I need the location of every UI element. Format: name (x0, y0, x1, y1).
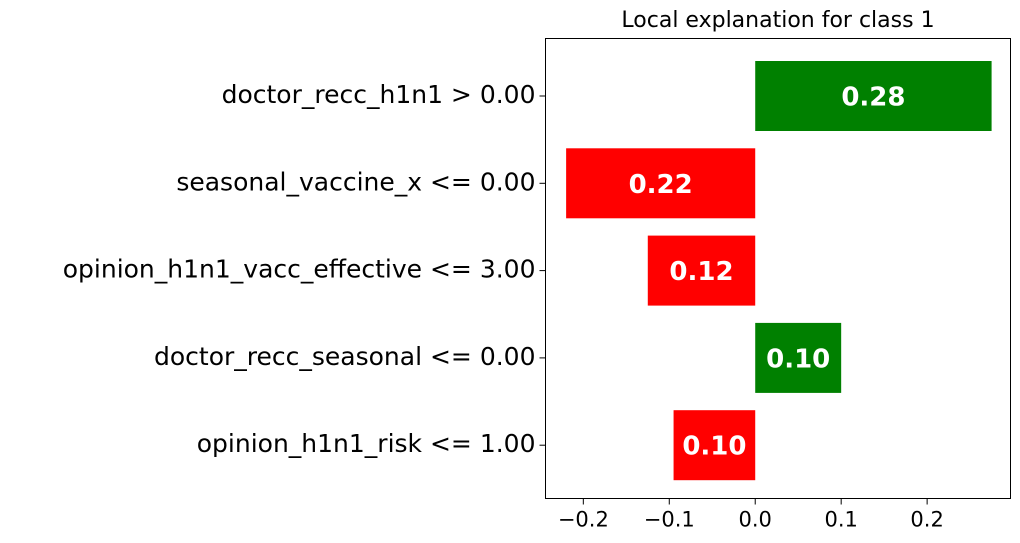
value-label: 0.12 (669, 257, 733, 287)
chart-title: Local explanation for class 1 (621, 8, 934, 33)
bar (755, 61, 992, 131)
y-tick-label: opinion_h1n1_vacc_effective <= 3.00 (63, 255, 536, 284)
x-tick-label: −0.1 (644, 508, 695, 532)
y-tick-label: doctor_recc_h1n1 > 0.00 (222, 80, 536, 109)
value-label: 0.28 (841, 83, 905, 113)
y-tick-label: seasonal_vaccine_x <= 0.00 (176, 167, 535, 196)
y-tick-label: doctor_recc_seasonal <= 0.00 (154, 342, 536, 371)
value-label: 0.22 (629, 170, 693, 200)
plot-frame (545, 38, 1011, 499)
x-tick-label: 0.1 (824, 508, 857, 532)
value-label: 0.10 (766, 344, 830, 374)
bar (755, 322, 842, 393)
x-tick-label: 0.2 (910, 508, 943, 532)
bar (647, 235, 756, 306)
x-tick-label: 0.0 (739, 508, 772, 532)
x-tick-label: −0.2 (558, 508, 609, 532)
bar (673, 410, 756, 481)
value-label: 0.10 (682, 432, 746, 462)
bar (566, 148, 756, 219)
y-tick-label: opinion_h1n1_risk <= 1.00 (197, 429, 536, 458)
